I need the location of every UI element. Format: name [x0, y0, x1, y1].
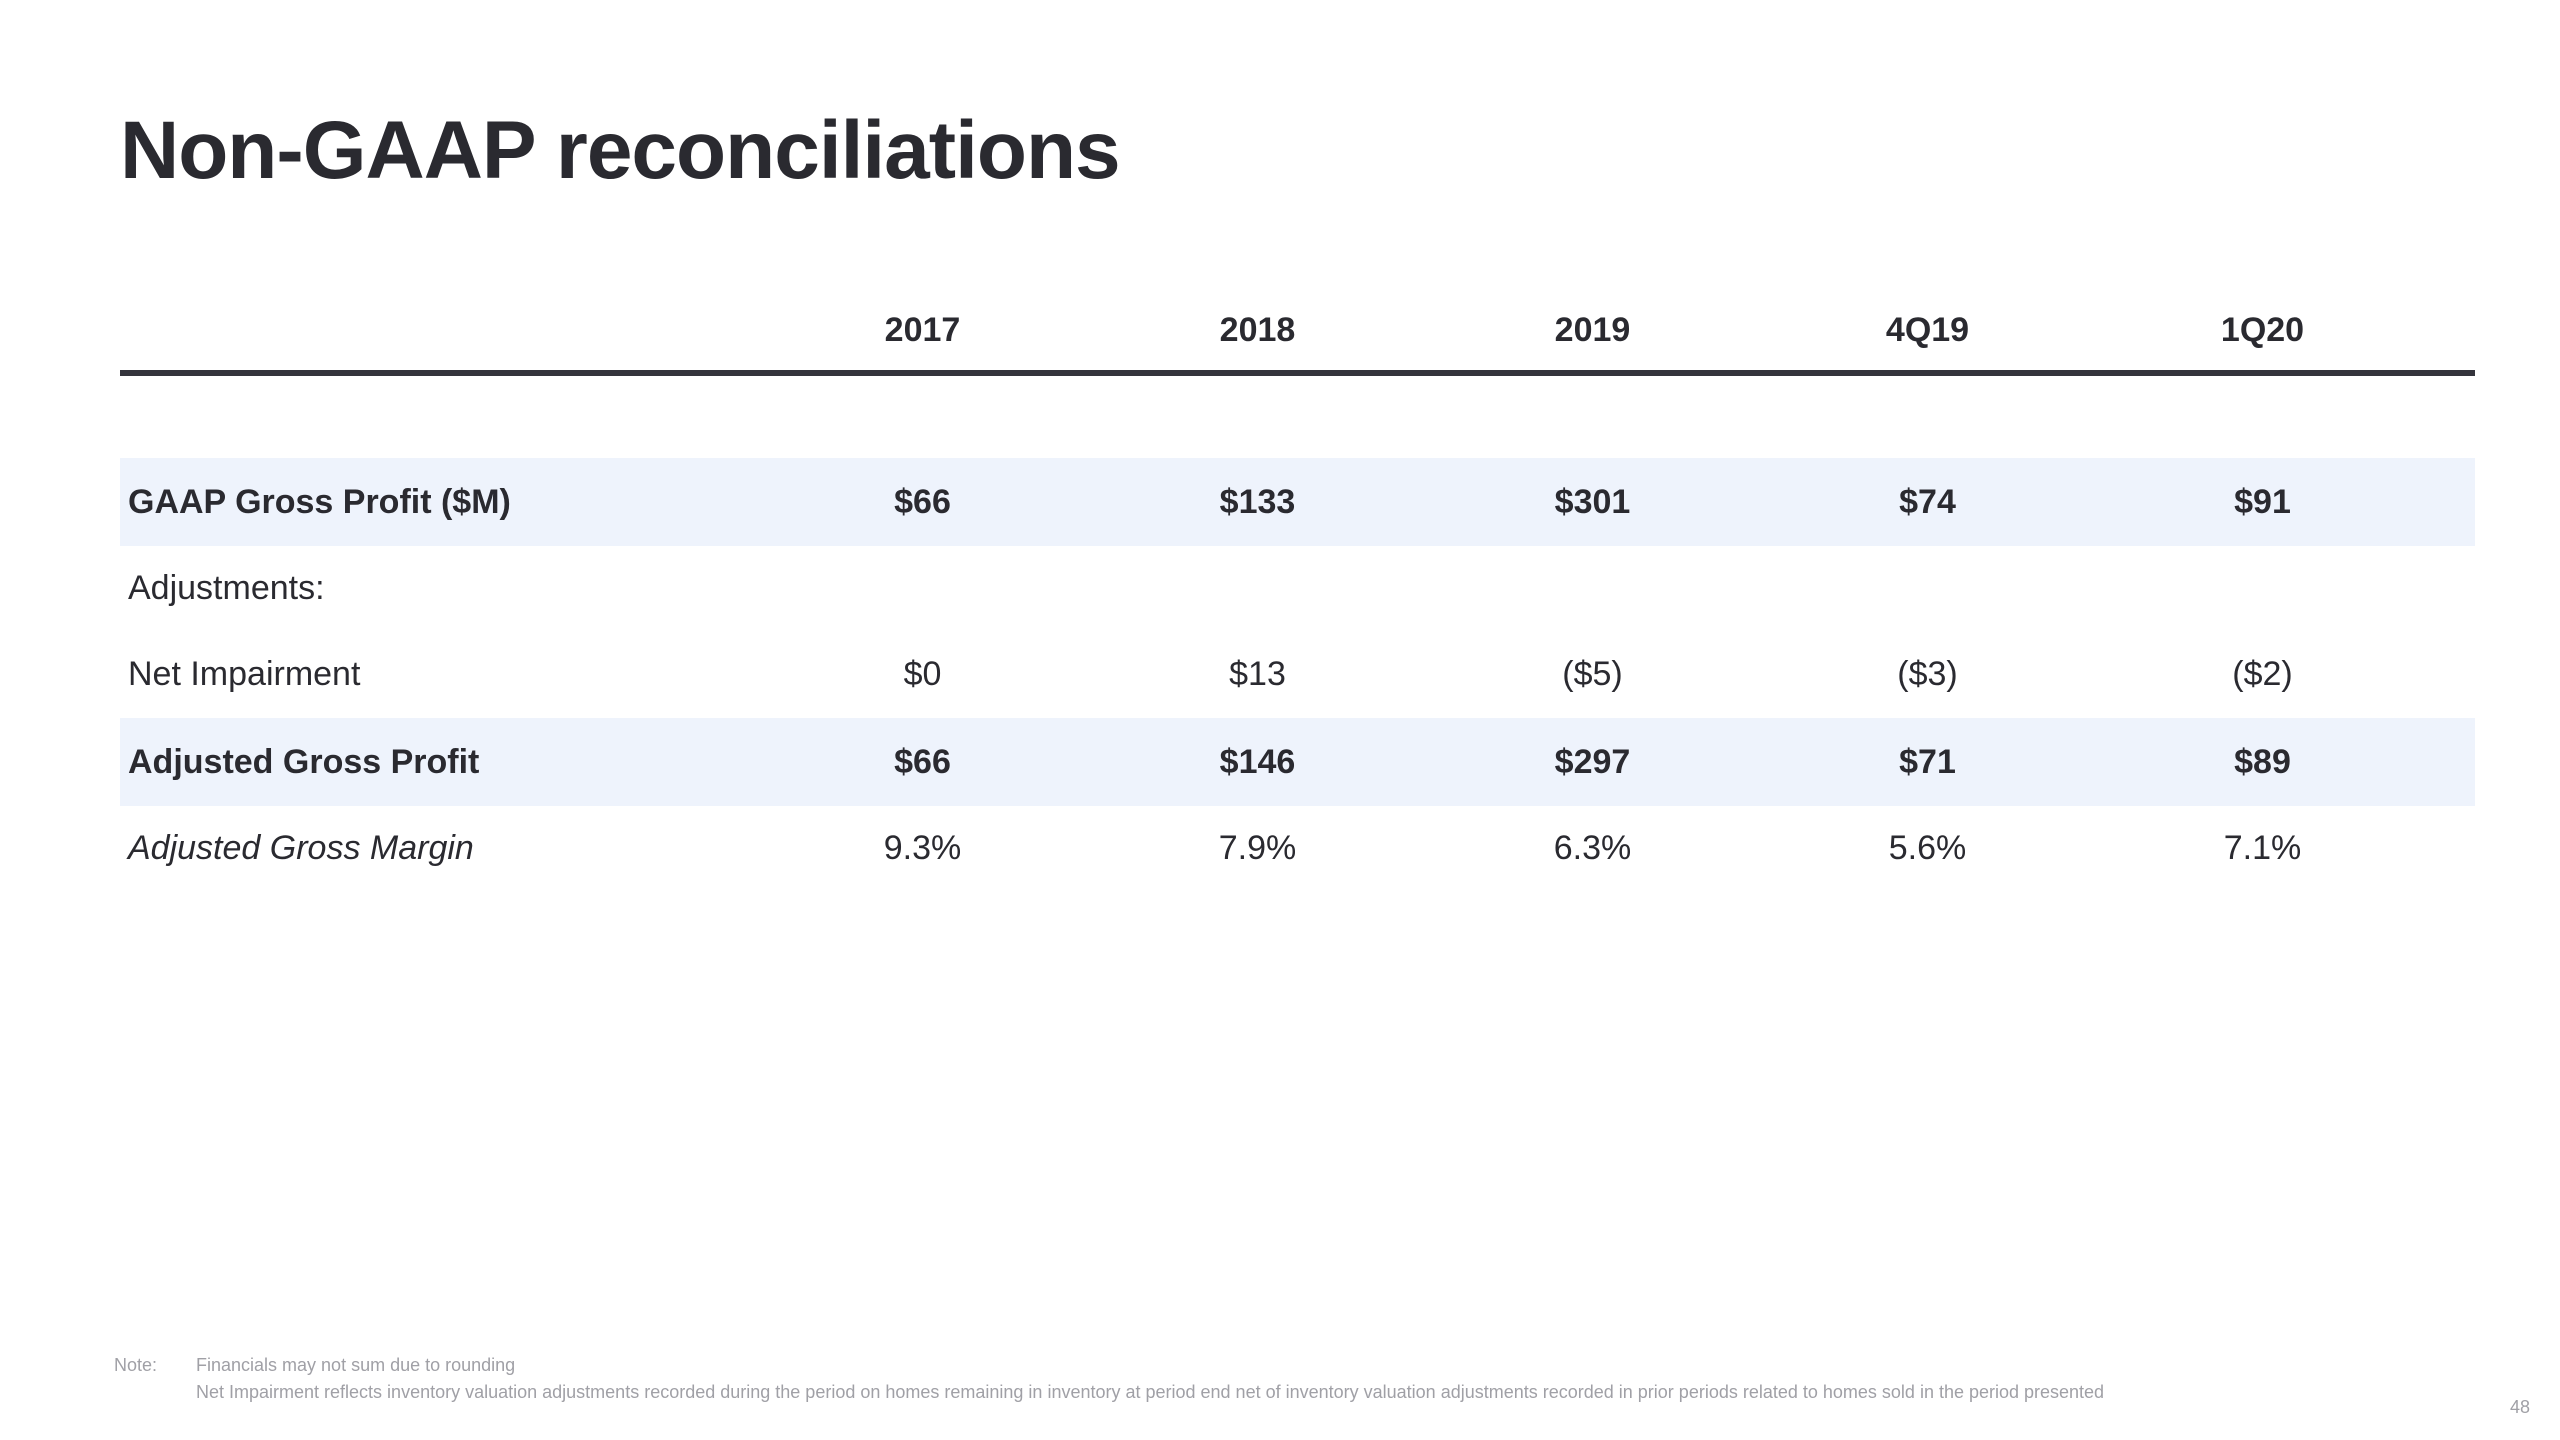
table-cell: $74 [1899, 482, 1956, 521]
row-label: Net Impairment [128, 654, 361, 693]
table-row-net-impairment: Net Impairment $0 $13 ($5) ($3) ($2) [120, 630, 2475, 718]
row-label: GAAP Gross Profit ($M) [128, 482, 511, 521]
column-header: 2017 [884, 310, 961, 349]
table-cell: $133 [1219, 482, 1296, 521]
column-header: 2018 [1219, 310, 1296, 349]
footnote-line: Financials may not sum due to rounding [196, 1355, 516, 1375]
footnote-line: Net Impairment reflects inventory valuat… [196, 1382, 2105, 1402]
page-title: Non-GAAP reconciliations [120, 105, 1121, 196]
table-row-adjustments: Adjustments: [120, 546, 2475, 630]
row-label: Adjusted Gross Margin [128, 828, 474, 867]
table-cell: $91 [2234, 482, 2291, 521]
table-cell: $71 [1899, 742, 1956, 781]
table-cell: $13 [1229, 654, 1286, 693]
column-header: 4Q19 [1885, 310, 1970, 349]
table-cell: $146 [1219, 742, 1296, 781]
table-cell: 5.6% [1888, 828, 1967, 867]
page-number: 48 [2509, 1397, 2530, 1417]
table-cell: $66 [894, 482, 951, 521]
row-label: Adjusted Gross Profit [128, 742, 480, 781]
table-cell: ($5) [1562, 654, 1623, 693]
table-cell: $297 [1554, 742, 1631, 781]
table-cell: $66 [894, 742, 951, 781]
table-spacer [120, 376, 2475, 458]
table-cell: ($2) [2232, 654, 2293, 693]
table-row-adjusted-gross-profit: Adjusted Gross Profit $66 $146 $297 $71 … [120, 718, 2475, 806]
footnote-label: Note: [114, 1355, 158, 1375]
reconciliation-table: 2017 2018 2019 4Q19 1Q20 GAAP Gross Prof… [120, 290, 2475, 890]
table-cell: 6.3% [1553, 828, 1632, 867]
table-cell: $0 [903, 654, 942, 693]
table-row-adjusted-gross-margin: Adjusted Gross Margin 9.3% 7.9% 6.3% 5.6… [120, 806, 2475, 890]
table-header-row: 2017 2018 2019 4Q19 1Q20 [120, 290, 2475, 376]
row-label: Adjustments: [128, 568, 325, 607]
column-header: 2019 [1554, 310, 1631, 349]
table-cell: $301 [1554, 482, 1631, 521]
footnote: Note: Financials may not sum due to roun… [114, 1355, 2104, 1403]
column-header: 1Q20 [2220, 310, 2305, 349]
table-cell: 7.9% [1218, 828, 1297, 867]
table-cell: ($3) [1897, 654, 1958, 693]
table-cell: 7.1% [2223, 828, 2302, 867]
table-cell: 9.3% [883, 828, 962, 867]
table-cell: $89 [2234, 742, 2291, 781]
table-row-gaap-gross-profit: GAAP Gross Profit ($M) $66 $133 $301 $74… [120, 458, 2475, 546]
